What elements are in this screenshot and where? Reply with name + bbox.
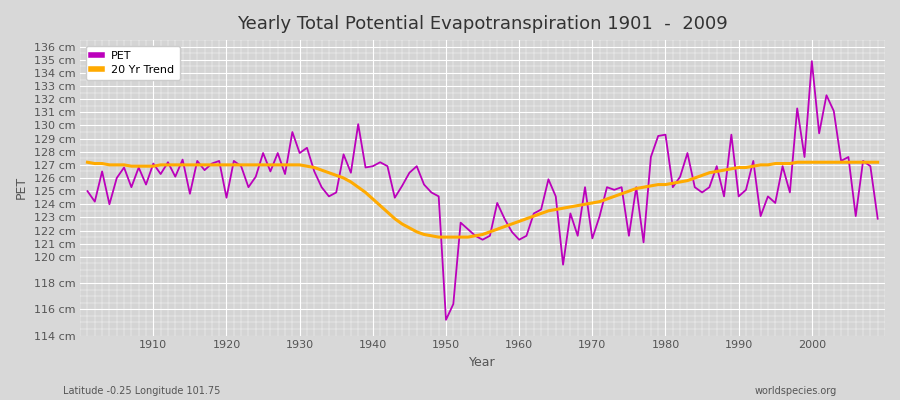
- Legend: PET, 20 Yr Trend: PET, 20 Yr Trend: [86, 46, 180, 80]
- PET: [140, 182, 151, 187]
- 20 Yr Trend: [514, 219, 525, 224]
- Title: Yearly Total Potential Evapotranspiration 1901  -  2009: Yearly Total Potential Evapotranspiratio…: [238, 15, 728, 33]
- PET: [609, 188, 620, 192]
- PET: [521, 233, 532, 238]
- 20 Yr Trend: [872, 160, 883, 165]
- Text: Latitude -0.25 Longitude 101.75: Latitude -0.25 Longitude 101.75: [63, 386, 220, 396]
- 20 Yr Trend: [609, 194, 620, 199]
- PET: [302, 145, 312, 150]
- X-axis label: Year: Year: [469, 356, 496, 369]
- PET: [441, 318, 452, 322]
- 20 Yr Trend: [140, 164, 151, 168]
- 20 Yr Trend: [82, 160, 93, 165]
- PET: [806, 59, 817, 64]
- PET: [872, 216, 883, 221]
- 20 Yr Trend: [346, 180, 356, 184]
- Line: 20 Yr Trend: 20 Yr Trend: [87, 162, 878, 237]
- PET: [82, 189, 93, 194]
- 20 Yr Trend: [302, 164, 312, 168]
- PET: [514, 237, 525, 242]
- PET: [346, 170, 356, 175]
- Line: PET: PET: [87, 61, 878, 320]
- 20 Yr Trend: [433, 235, 444, 240]
- Y-axis label: PET: PET: [15, 176, 28, 200]
- Text: worldspecies.org: worldspecies.org: [755, 386, 837, 396]
- 20 Yr Trend: [521, 216, 532, 221]
